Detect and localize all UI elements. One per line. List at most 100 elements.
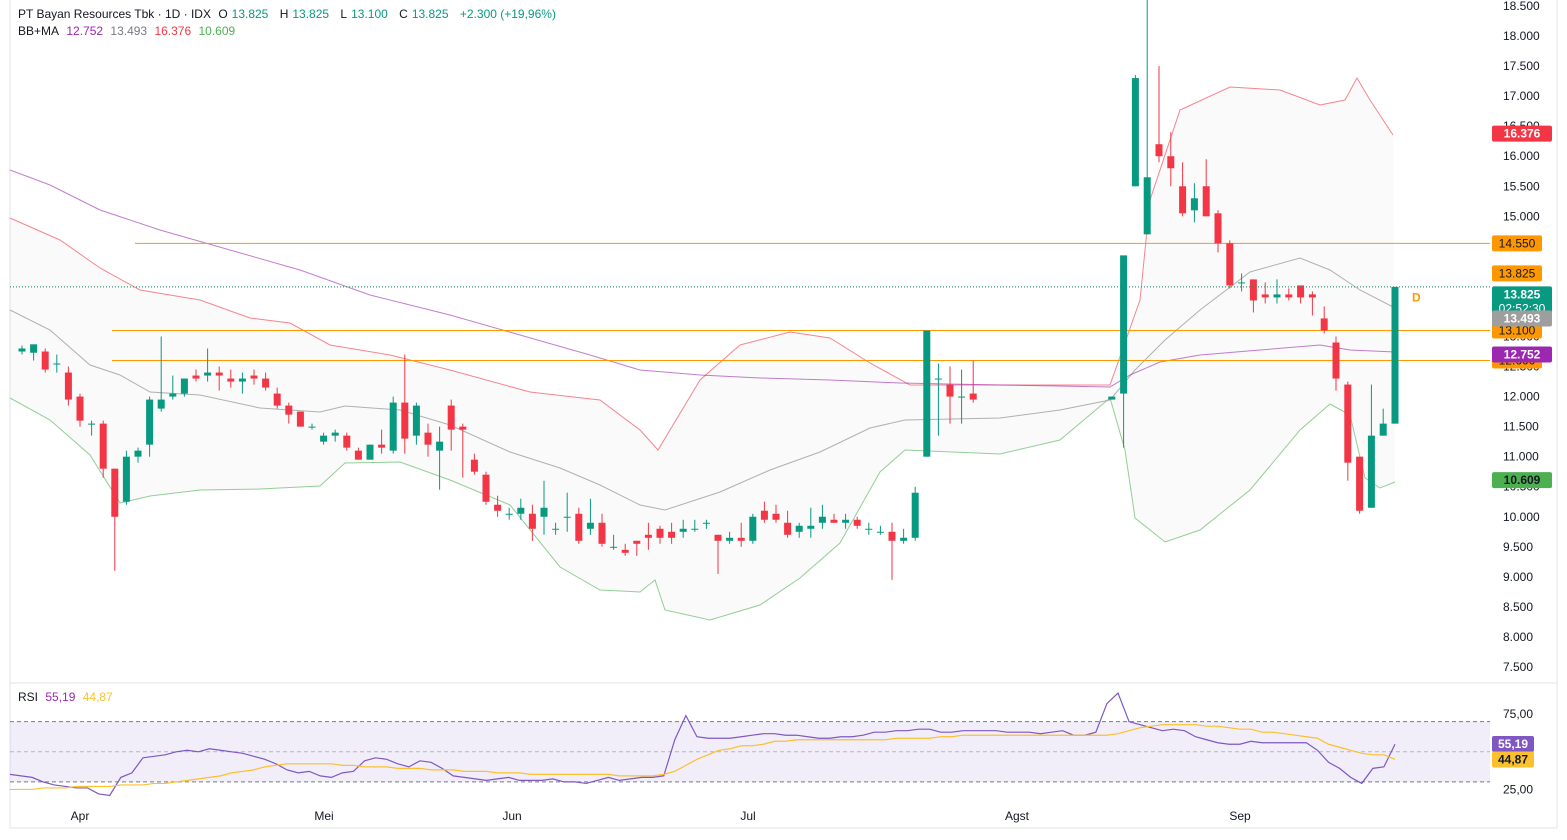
candle-body	[969, 393, 977, 400]
candle	[1120, 255, 1128, 448]
candle-body	[726, 537, 734, 541]
candle	[1238, 273, 1246, 292]
rsi-legend[interactable]: RSI 55,19 44,87	[18, 690, 117, 704]
candle	[1320, 306, 1328, 334]
candle	[714, 534, 722, 574]
candle-body	[865, 528, 873, 530]
candle	[99, 420, 107, 478]
candle-body	[598, 522, 606, 544]
candle-body	[436, 441, 444, 451]
candle-body	[633, 540, 641, 544]
candle	[633, 540, 641, 556]
candle-body	[354, 450, 362, 460]
candle-body	[1261, 294, 1269, 298]
price-label-ma: 12.752	[1504, 348, 1541, 362]
high-label: H 13.825	[279, 7, 330, 21]
bb-fill	[10, 78, 1395, 620]
candle	[64, 366, 72, 406]
candle-body	[343, 435, 351, 448]
candle-body	[111, 468, 119, 517]
candle-body	[911, 492, 919, 538]
candle	[1332, 336, 1340, 391]
y-tick-label: 16.000	[1503, 149, 1540, 163]
candle-body	[830, 519, 838, 523]
candle-body	[134, 450, 142, 457]
candle-body	[702, 522, 710, 524]
bbma-legend[interactable]: BB+MA 12.752 13.493 16.376 10.609	[18, 24, 239, 38]
candle-body	[459, 426, 467, 430]
candle-body	[818, 516, 826, 523]
rsi-y-tick-label: 75,00	[1503, 707, 1533, 721]
candle-body	[737, 537, 745, 541]
candle	[505, 507, 513, 520]
candle-body	[378, 444, 386, 448]
candle	[934, 363, 942, 436]
x-tick-label: Mei	[314, 809, 333, 823]
candle	[563, 492, 571, 532]
candle-body	[64, 372, 72, 400]
candle-body	[18, 348, 26, 352]
candle	[389, 396, 397, 454]
candle-body	[1155, 144, 1163, 157]
candle-body	[1226, 243, 1234, 286]
candle	[888, 522, 896, 580]
candle-body	[1332, 342, 1340, 379]
candle	[656, 525, 664, 544]
candle	[30, 344, 38, 361]
candle-body	[227, 378, 235, 382]
x-tick-label: Jul	[740, 809, 755, 823]
candle	[436, 426, 444, 490]
candle	[749, 513, 757, 544]
candle	[610, 534, 618, 550]
candle	[146, 396, 154, 457]
candle-body	[41, 351, 49, 370]
candle-body	[331, 432, 339, 436]
candle	[378, 429, 386, 454]
candle	[262, 372, 270, 391]
candle-body	[958, 396, 966, 398]
close-label: C 13.825	[399, 7, 449, 21]
candle-body	[714, 534, 722, 541]
candle-body	[262, 378, 270, 388]
low-label: L 13.100	[340, 7, 388, 21]
candle	[702, 519, 710, 529]
candle-body	[807, 525, 815, 529]
bb-lower-legend-value: 10.609	[198, 24, 236, 38]
candle	[343, 432, 351, 451]
candle	[447, 399, 455, 451]
candle-body	[656, 528, 664, 538]
candle-body	[99, 423, 107, 469]
x-tick-label: Sep	[1229, 809, 1251, 823]
candle	[273, 387, 281, 409]
y-tick-label: 8.000	[1503, 630, 1533, 644]
candle	[911, 486, 919, 541]
candle	[575, 507, 583, 544]
candle-body	[30, 344, 38, 353]
candle	[621, 543, 629, 556]
change-value: +2.300 (+19,96%)	[459, 7, 556, 21]
candle-body	[482, 474, 490, 502]
candle	[1261, 282, 1269, 304]
candle	[215, 366, 223, 391]
candle	[958, 369, 966, 424]
candle	[853, 516, 861, 529]
rsi-ma-value-tag	[1492, 751, 1534, 768]
candle	[204, 348, 212, 382]
price-tag-bb_upper	[1492, 125, 1552, 142]
candle	[1108, 396, 1116, 400]
rsi-line	[9, 691, 1396, 797]
candle-body	[842, 519, 850, 523]
candle-body	[1391, 286, 1399, 424]
candle-body	[1367, 435, 1375, 508]
candle-body	[1108, 396, 1116, 400]
candle	[180, 378, 188, 397]
candle	[41, 348, 49, 373]
candle	[76, 393, 84, 427]
candle-body	[238, 378, 246, 382]
rsi-ma-line	[10, 724, 1396, 791]
y-tick-label: 15.500	[1503, 179, 1540, 193]
rsi-label: RSI	[18, 690, 39, 704]
candle-body	[923, 330, 931, 457]
candle-body	[1167, 156, 1175, 169]
